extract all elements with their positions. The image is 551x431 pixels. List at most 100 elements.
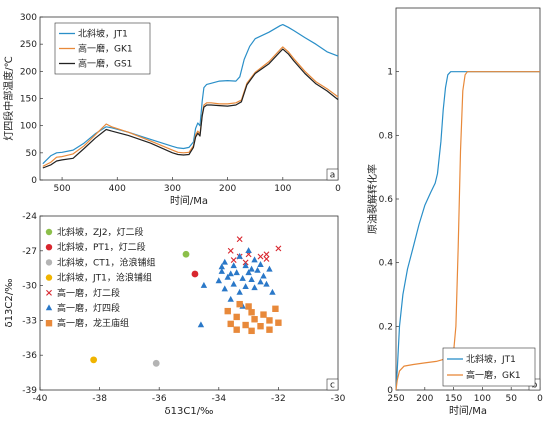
- y-tick-label: -33: [22, 316, 37, 326]
- x-tick-label: 100: [474, 394, 491, 404]
- scatter-point: [275, 245, 282, 252]
- panel-b-cracking-chart: 25020015010050000.20.40.60.81b时间/Ma原油裂解转…: [366, 7, 543, 417]
- y-tick-label: 200: [20, 67, 37, 77]
- scatter-series-0: [182, 250, 190, 258]
- scatter-point: [254, 266, 261, 273]
- panel-label-box: [326, 378, 339, 391]
- x-tick-label: 0: [335, 184, 341, 194]
- x-tick-label: -34: [211, 394, 226, 404]
- legend-label: 高一磨，GS1: [78, 58, 132, 70]
- x-tick-label: 250: [387, 394, 404, 404]
- scatter-point: [233, 326, 240, 333]
- scatter-point: [227, 247, 234, 254]
- y-tick-label: 1: [387, 68, 393, 78]
- scatter-point: [182, 250, 190, 258]
- plot-frame: [395, 7, 541, 391]
- legend-label: 北斜坡，JT1: [466, 353, 516, 365]
- scatter-point: [230, 262, 237, 269]
- scatter-point: [236, 252, 243, 259]
- legend-label: 北斜坡，JT1，沧浪铺组: [57, 272, 152, 284]
- plot-frame: [39, 215, 339, 391]
- series-line-0: [395, 71, 540, 391]
- x-tick-label: -32: [271, 394, 286, 404]
- scatter-point: [218, 268, 225, 274]
- x-tick-label: 300: [164, 184, 181, 194]
- scatter-point: [257, 323, 264, 330]
- panel-label-box: [326, 168, 339, 181]
- scatter-point: [260, 272, 267, 279]
- y-tick-label: 0.8: [379, 131, 394, 141]
- scatter-point: [275, 319, 282, 326]
- legend-label: 高一磨，灯四段: [57, 302, 120, 314]
- x-tick-label: 200: [416, 394, 433, 404]
- scatter-point: [245, 303, 252, 310]
- legend-label: 高一磨，灯二段: [57, 287, 120, 299]
- scatter-point: [248, 327, 255, 335]
- scatter-point: [227, 270, 234, 277]
- scatter-series-5: [197, 247, 276, 328]
- legend-label: 高一磨，GK1: [78, 43, 133, 55]
- y-axis-label: δ13C2/‰: [4, 279, 15, 328]
- legend-label: 高一磨，龙王庙组: [57, 317, 129, 329]
- scatter-point: [236, 288, 243, 295]
- scatter-point: [236, 300, 243, 308]
- scatter-point: [200, 281, 208, 288]
- scatter-point: [242, 262, 249, 269]
- y-tick-label: -30: [22, 282, 37, 292]
- scatter-point: [257, 278, 264, 285]
- scatter-point: [191, 270, 199, 278]
- legend-marker: [45, 244, 53, 251]
- scatter-point: [260, 311, 267, 318]
- y-tick-label: 300: [20, 13, 37, 23]
- scatter-point: [233, 313, 240, 321]
- y-tick-label: 250: [20, 40, 37, 50]
- x-tick-label: -36: [152, 394, 167, 404]
- y-tick-label: -27: [22, 247, 37, 257]
- scatter-point: [263, 251, 270, 258]
- legend-marker: [45, 320, 53, 327]
- scatter-point: [224, 307, 231, 315]
- y-tick-label: 0.6: [379, 195, 394, 205]
- scatter-point: [248, 265, 255, 272]
- panel-a-temperature-chart: 500 400 300 200 100 0 0 50 100 150 200 250 300 a 时间/Ma…: [2, 13, 341, 207]
- series-line-2: [42, 48, 339, 169]
- scatter-point: [272, 305, 279, 312]
- y-axis-label: 灯四段中部温度/℃: [2, 56, 15, 141]
- x-axis-label: 时间/Ma: [449, 404, 487, 417]
- scatter-point: [218, 263, 225, 270]
- y-tick-label: -24: [22, 212, 37, 222]
- scatter-point: [248, 276, 255, 283]
- legend-label: 高一磨，GK1: [466, 369, 521, 381]
- x-tick-label: 50: [505, 394, 517, 404]
- scatter-point: [269, 288, 276, 295]
- y-tick-label: 50: [26, 149, 38, 159]
- scatter-series-2: [152, 359, 160, 367]
- legend-label: 北斜坡，CT1，沧浪铺组: [57, 256, 156, 268]
- y-tick-label: 0: [31, 176, 37, 186]
- scatter-point: [245, 269, 252, 276]
- scatter-point: [257, 253, 264, 260]
- y-tick-label: 150: [20, 95, 37, 105]
- x-tick-label: -38: [92, 394, 107, 404]
- legend-marker: [45, 304, 53, 311]
- x-axis-label: δ13C1/‰: [165, 406, 214, 417]
- scatter-point: [263, 280, 270, 287]
- panel-c-isotope-scatter: -40 -38 -36 -34 -32 -30 -39 -36 -33 -30 -27 -24 c δ13…: [4, 212, 346, 417]
- legend-label: 北斜坡，PT1，灯二段: [57, 241, 146, 253]
- scatter-point: [221, 258, 228, 265]
- legend-marker: [45, 274, 53, 281]
- x-tick-label: 200: [219, 184, 236, 194]
- y-tick-label: -39: [22, 386, 37, 396]
- scatter-point: [266, 265, 273, 272]
- y-tick-label: 100: [20, 122, 37, 132]
- scatter-point: [266, 326, 273, 333]
- legend-box: [442, 347, 536, 387]
- scatter-point: [245, 247, 252, 254]
- legend-label: 北斜坡，ZJ2，灯二段: [57, 226, 144, 238]
- scatter-point: [266, 317, 273, 324]
- scatter-point: [230, 257, 237, 264]
- x-tick-label: 150: [445, 394, 462, 404]
- scatter-point: [251, 284, 258, 291]
- scatter-point: [242, 321, 249, 329]
- x-tick-label: -30: [331, 394, 346, 404]
